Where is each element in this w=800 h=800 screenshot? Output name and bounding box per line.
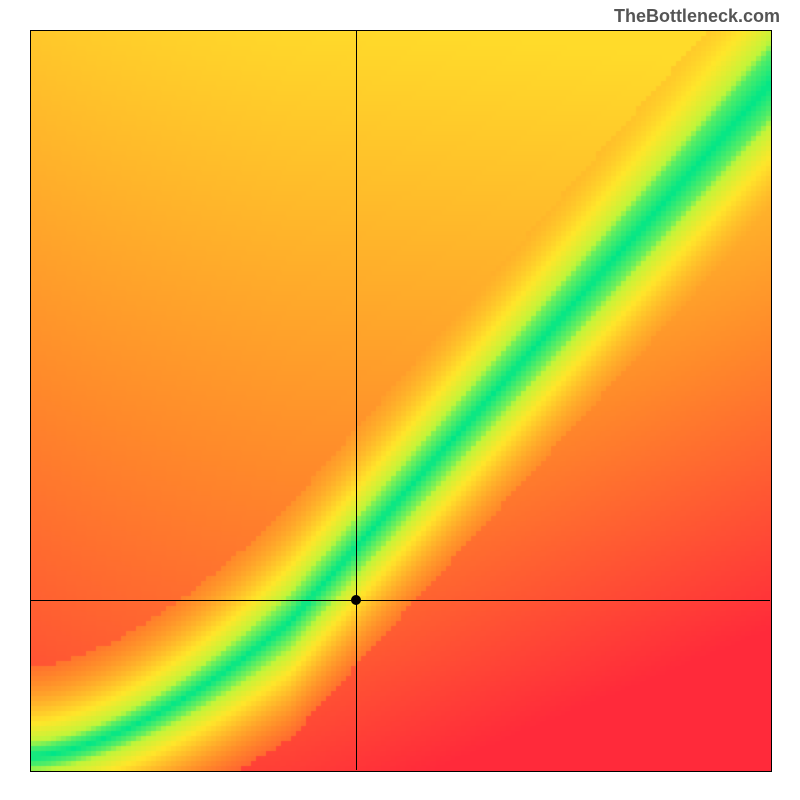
chart-container (30, 30, 770, 770)
heatmap-canvas (30, 30, 772, 772)
watermark-text: TheBottleneck.com (614, 6, 780, 27)
